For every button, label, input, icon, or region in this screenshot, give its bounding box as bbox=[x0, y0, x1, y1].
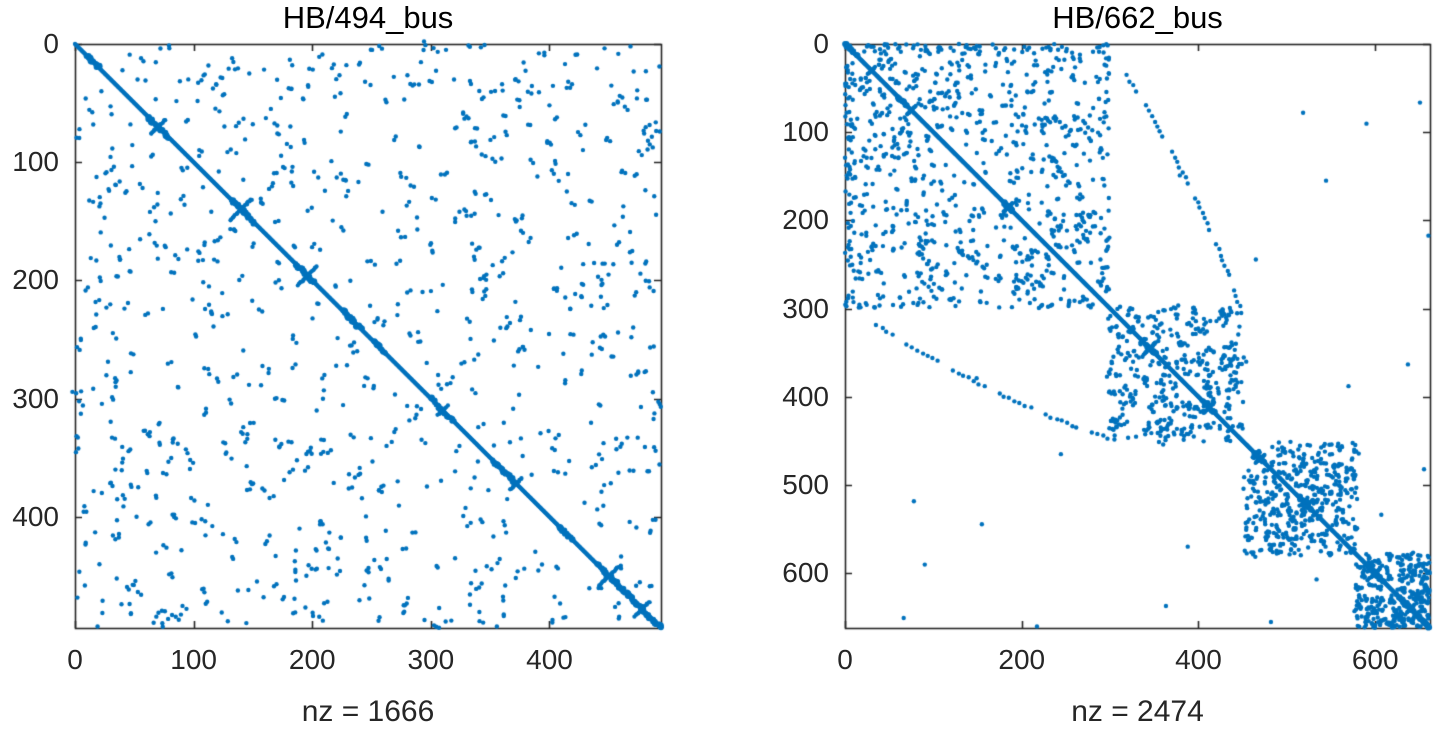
y-tick-label: 600 bbox=[782, 557, 829, 589]
y-tick-label: 200 bbox=[782, 204, 829, 236]
y-tick-label: 0 bbox=[813, 28, 829, 59]
plot-title-662-bus: HB/662_bus bbox=[1052, 0, 1223, 35]
x-tick-label: 200 bbox=[998, 644, 1046, 675]
y-tick-label: 500 bbox=[782, 469, 829, 501]
y-tick-label: 300 bbox=[782, 292, 829, 324]
x-tick-label: 200 bbox=[288, 644, 336, 675]
nz-label-494-bus: nz = 1666 bbox=[301, 695, 435, 728]
y-tick-label: 400 bbox=[782, 380, 829, 412]
x-tick-label: 0 bbox=[837, 644, 853, 675]
nz-label-662-bus: nz = 2474 bbox=[1071, 695, 1204, 728]
y-tick-label: 0 bbox=[43, 28, 59, 59]
x-tick-label: 0 bbox=[67, 644, 83, 675]
y-tick-label: 300 bbox=[12, 382, 59, 414]
y-tick-label: 100 bbox=[12, 146, 59, 178]
plot-title-494-bus: HB/494_bus bbox=[282, 0, 454, 35]
x-tick-label: 300 bbox=[407, 644, 455, 675]
y-tick-label: 400 bbox=[12, 500, 59, 532]
x-tick-label: 400 bbox=[1175, 644, 1222, 675]
x-tick-label: 100 bbox=[170, 644, 217, 675]
x-tick-label: 600 bbox=[1351, 644, 1399, 675]
y-tick-label: 200 bbox=[12, 264, 59, 296]
y-tick-label: 100 bbox=[782, 116, 829, 148]
x-tick-label: 400 bbox=[526, 644, 573, 675]
